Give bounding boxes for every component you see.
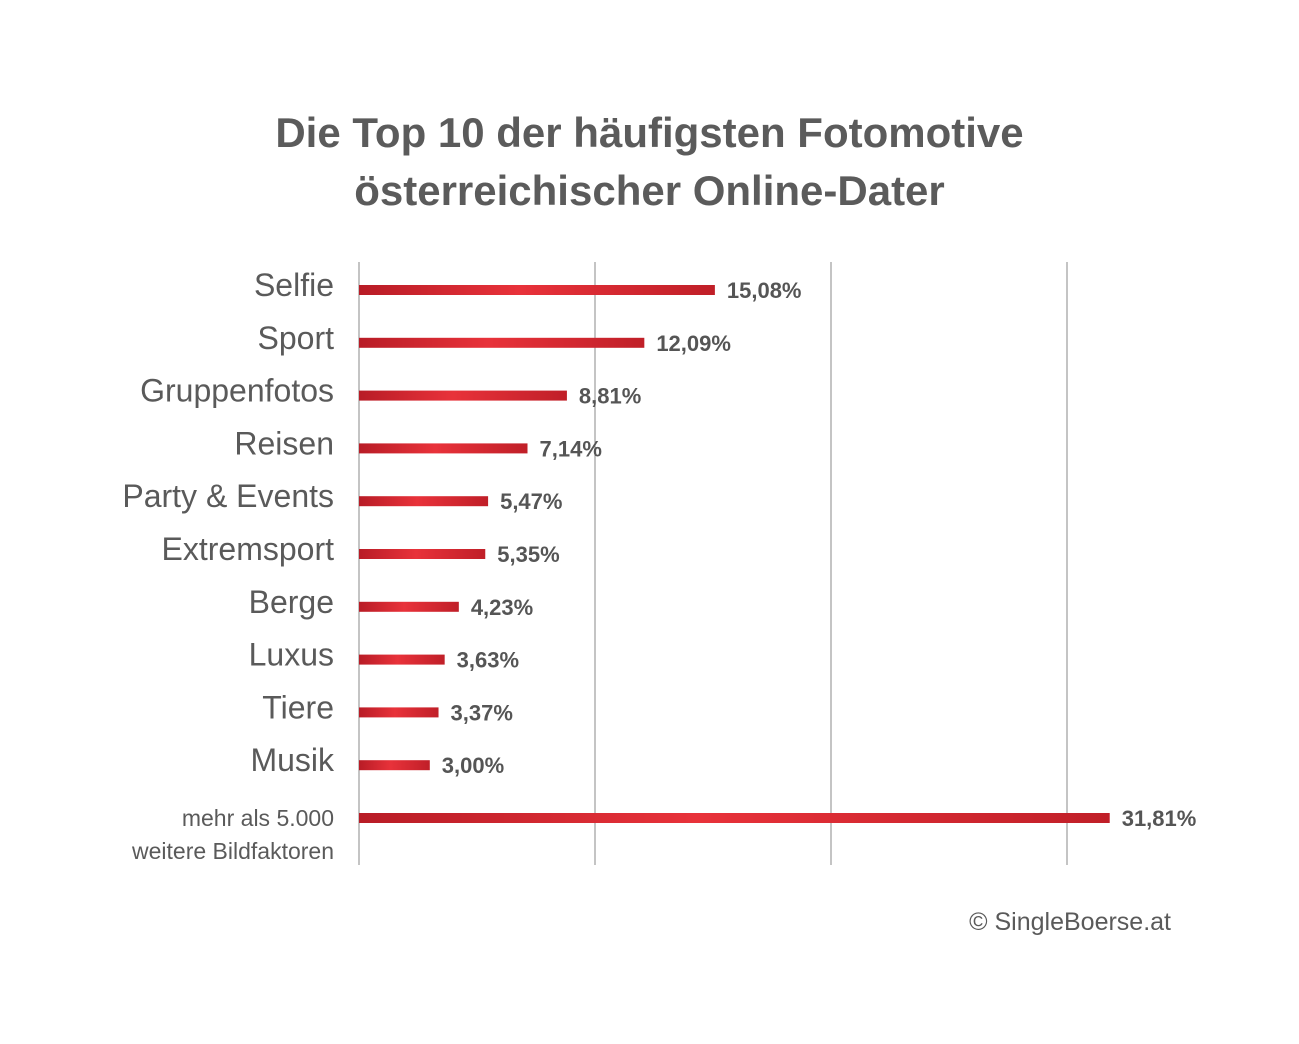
value-label-0: 15,08% — [727, 278, 802, 303]
value-label-9: 3,00% — [442, 753, 504, 778]
bar-9 — [359, 760, 430, 771]
bar-1 — [359, 337, 645, 348]
category-label-9: Musik — [250, 742, 335, 778]
value-label-7: 3,63% — [457, 648, 519, 673]
value-label-3: 7,14% — [540, 436, 602, 461]
bar-6 — [359, 601, 459, 612]
value-label-8: 3,37% — [451, 700, 513, 725]
value-labels: 15,08% 12,09% 8,81% 7,14% 5,47% 5,35% 4,23% 3,6… — [442, 278, 1197, 831]
copyright-notice: © SingleBoerse.at — [969, 908, 1171, 936]
category-label-8: Tiere — [262, 689, 334, 725]
category-label-0: Selfie — [254, 267, 334, 303]
value-label-10: 31,81% — [1122, 806, 1197, 831]
bar-10 — [359, 813, 1110, 823]
category-label-7: Luxus — [249, 637, 334, 673]
value-label-4: 5,47% — [500, 489, 562, 514]
chart-title-line-1: Die Top 10 der häufigsten Fotomotive — [275, 109, 1024, 156]
category-label-5: Extremsport — [162, 531, 335, 567]
category-label-10-line-0: mehr als 5.000 — [182, 805, 334, 831]
bar-7 — [359, 654, 445, 665]
category-label-2: Gruppenfotos — [140, 373, 334, 409]
chart-title: Die Top 10 der häufigsten Fotomotive öst… — [0, 104, 1299, 220]
bar-8 — [359, 707, 439, 718]
category-label-10-line-1: weitere Bildfaktoren — [131, 838, 334, 864]
category-label-6: Berge — [249, 584, 334, 620]
bar-5 — [359, 549, 486, 559]
bars — [359, 285, 1110, 823]
category-label-1: Sport — [258, 320, 335, 356]
bar-4 — [359, 496, 489, 507]
chart-title-line-2: österreichischer Online-Dater — [354, 167, 945, 214]
bar-2 — [359, 390, 567, 401]
value-label-1: 12,09% — [656, 331, 731, 356]
category-label-4: Party & Events — [122, 478, 334, 514]
category-labels: Selfie Sport Gruppenfotos Reisen Party & Eve… — [122, 267, 335, 864]
category-label-3: Reisen — [234, 425, 334, 461]
value-label-2: 8,81% — [579, 384, 641, 409]
value-label-6: 4,23% — [471, 595, 533, 620]
value-label-5: 5,35% — [497, 542, 559, 567]
bar-0 — [359, 285, 715, 295]
bar-3 — [359, 443, 528, 454]
